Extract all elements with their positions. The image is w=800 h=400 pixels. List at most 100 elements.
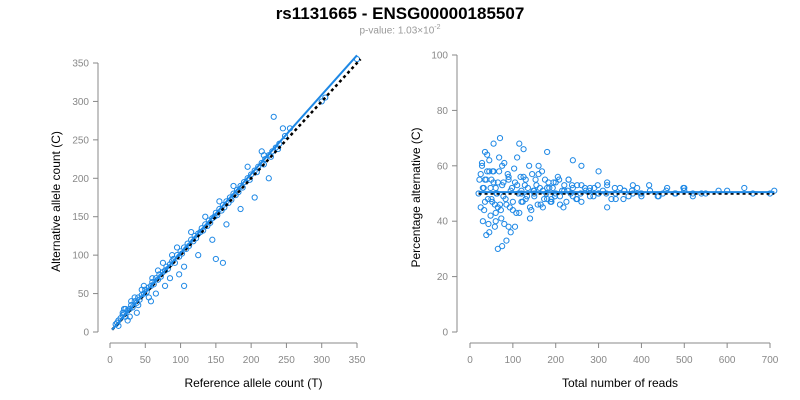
right-scatter-panel: 0 100 200 300 400 500 600 700 0 20 40 60 80 100 Total … bbox=[409, 51, 779, 391]
right-y-tick-label: 60 bbox=[437, 161, 449, 172]
right-data-point bbox=[487, 184, 494, 192]
right-data-point bbox=[487, 212, 494, 219]
right-x-tick-label: 200 bbox=[547, 355, 564, 366]
right-data-point bbox=[481, 207, 488, 214]
right-data-point bbox=[493, 190, 501, 197]
left-data-point bbox=[279, 125, 286, 132]
left-x-tick-label: 200 bbox=[243, 355, 260, 366]
left-fit-line bbox=[111, 54, 358, 331]
left-data-point bbox=[260, 161, 267, 168]
left-data-point bbox=[159, 259, 167, 266]
right-data-point bbox=[563, 198, 570, 205]
right-data-point bbox=[509, 198, 516, 205]
right-data-point bbox=[664, 184, 671, 192]
right-data-point bbox=[511, 165, 518, 172]
left-data-point bbox=[121, 305, 128, 313]
right-y-tick-label: 40 bbox=[437, 217, 449, 228]
right-data-point bbox=[484, 151, 491, 158]
right-data-point bbox=[488, 195, 495, 203]
right-data-point bbox=[478, 162, 486, 169]
left-data-point bbox=[181, 263, 188, 270]
left-data-point bbox=[244, 163, 251, 170]
left-x-tick-label: 150 bbox=[208, 355, 225, 366]
right-data-point bbox=[516, 209, 523, 216]
left-data-point bbox=[188, 228, 195, 236]
left-x-tick-label: 250 bbox=[278, 355, 295, 366]
right-data-point bbox=[603, 190, 610, 197]
right-data-point bbox=[502, 195, 509, 203]
left-data-point bbox=[212, 255, 219, 263]
right-data-point bbox=[698, 190, 705, 197]
left-data-point bbox=[128, 298, 135, 305]
left-data-point bbox=[140, 282, 147, 289]
right-data-point bbox=[492, 209, 499, 216]
right-data-point bbox=[634, 184, 641, 192]
right-y-tick-label: 80 bbox=[437, 106, 449, 117]
right-data-point bbox=[496, 135, 504, 142]
left-data-point bbox=[216, 198, 223, 205]
right-data-point bbox=[499, 243, 506, 250]
left-data-point bbox=[147, 298, 155, 305]
right-data-point bbox=[538, 168, 546, 175]
right-data-point bbox=[485, 220, 492, 228]
left-y-tick-label: 100 bbox=[72, 251, 89, 262]
right-data-point bbox=[504, 171, 511, 178]
right-x-tick-label: 700 bbox=[762, 355, 779, 366]
chart-subtitle: p-value: 1.03×10-2 bbox=[0, 24, 800, 36]
left-data-point bbox=[129, 304, 136, 311]
left-data-point bbox=[223, 221, 230, 228]
right-y-tick-label: 0 bbox=[442, 328, 448, 339]
right-data-point bbox=[544, 148, 551, 156]
left-data-point bbox=[181, 282, 188, 289]
left-data-point bbox=[195, 252, 202, 259]
left-x-axis-title: Reference allele count (T) bbox=[184, 376, 322, 390]
right-data-point bbox=[628, 187, 636, 194]
right-data-point bbox=[581, 184, 588, 192]
right-data-point bbox=[507, 229, 514, 236]
right-data-point bbox=[494, 245, 501, 252]
left-y-tick-label: 300 bbox=[72, 97, 89, 108]
right-data-point bbox=[569, 157, 576, 164]
right-data-point bbox=[604, 179, 611, 186]
right-data-point bbox=[611, 184, 618, 192]
right-data-point bbox=[516, 140, 523, 147]
left-x-tick-label: 100 bbox=[172, 355, 189, 366]
left-data-point bbox=[322, 94, 329, 101]
right-data-point bbox=[511, 223, 519, 230]
left-y-axis-title: Alternative allele count (C) bbox=[49, 131, 63, 272]
left-y-tick-label: 150 bbox=[72, 212, 89, 223]
right-data-point bbox=[489, 168, 496, 175]
right-data-point bbox=[500, 179, 507, 186]
right-data-point bbox=[568, 182, 576, 189]
right-y-axis-title: Percentage alternative (C) bbox=[409, 127, 423, 267]
right-data-point bbox=[499, 162, 506, 169]
left-data-point bbox=[169, 252, 176, 259]
left-data-point bbox=[154, 267, 162, 274]
left-y-tick-label: 0 bbox=[83, 328, 89, 339]
right-x-tick-label: 100 bbox=[505, 355, 522, 366]
left-data-point bbox=[230, 182, 237, 190]
right-data-point bbox=[556, 176, 563, 183]
left-data-point bbox=[274, 145, 282, 153]
left-data-point bbox=[270, 113, 277, 120]
right-data-point bbox=[532, 176, 539, 183]
right-data-point bbox=[549, 184, 556, 192]
left-data-point bbox=[253, 169, 260, 176]
right-data-point bbox=[646, 182, 653, 189]
left-y-tick-label: 350 bbox=[72, 59, 89, 70]
left-data-point bbox=[251, 194, 258, 201]
right-data-point bbox=[604, 204, 611, 211]
left-scatter-panel: 0 50 100 150 200 250 300 350 0 50 100 150 200 250 300 3… bbox=[49, 54, 366, 390]
right-x-tick-label: 0 bbox=[467, 355, 473, 366]
right-data-point bbox=[514, 182, 521, 189]
left-data-point bbox=[262, 155, 269, 163]
right-data-point bbox=[505, 173, 512, 180]
left-data-point bbox=[149, 275, 156, 282]
right-data-point bbox=[535, 162, 542, 169]
right-data-point bbox=[526, 162, 533, 169]
right-data-point bbox=[481, 176, 489, 183]
right-data-point bbox=[491, 223, 498, 230]
right-data-point bbox=[501, 220, 508, 228]
right-data-point bbox=[492, 184, 499, 192]
left-data-point bbox=[152, 290, 159, 297]
